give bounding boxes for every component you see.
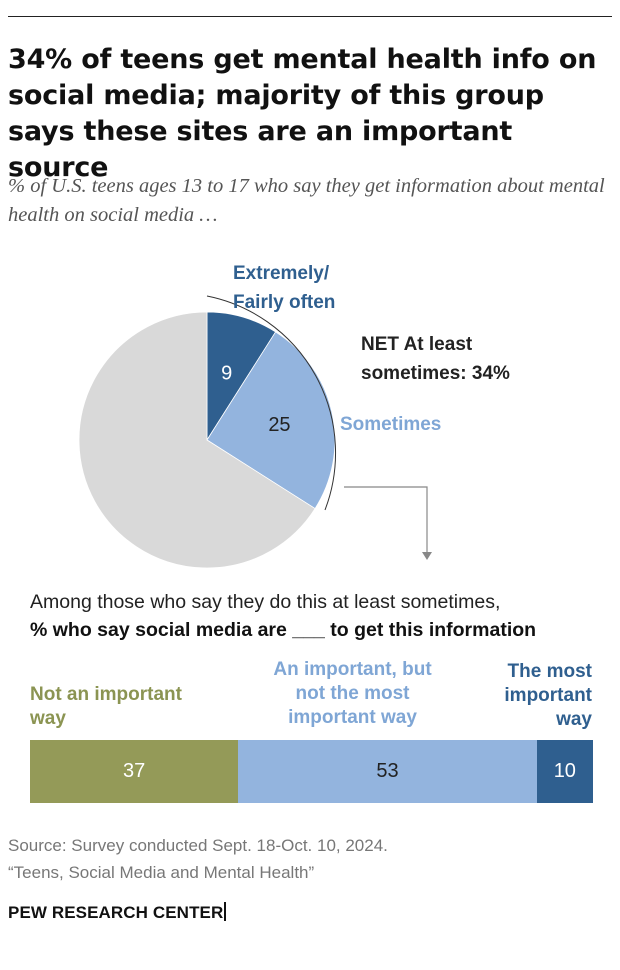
- bar-label-most-important-line2: important: [504, 685, 592, 706]
- label-extremely-line1: Extremely/: [233, 263, 330, 284]
- brand-text: PEW RESEARCH CENTER: [8, 903, 224, 922]
- pew-logo: PEW RESEARCH CENTER: [8, 902, 227, 923]
- arrow-connector: [344, 486, 428, 552]
- pie-slice-value-0: 9: [221, 362, 232, 384]
- bar-segment-1: 53: [238, 740, 537, 803]
- bar-label-not-important-line2: way: [30, 708, 66, 729]
- bar-segment-2: 10: [536, 740, 593, 803]
- label-net-at-least-sometimes: NET At least sometimes: 34%: [361, 330, 510, 388]
- chart-subtitle: % of U.S. teens ages 13 to 17 who say th…: [8, 175, 605, 226]
- bar-label-most-important-line3: way: [556, 709, 592, 730]
- top-rule: [8, 16, 612, 17]
- bar-label-important-line2: not the most: [295, 683, 410, 704]
- bar-label-most-important: The most important way: [504, 660, 592, 732]
- brand-cursor-mark: [224, 902, 227, 921]
- label-sometimes: Sometimes: [340, 414, 442, 435]
- bar-segment-value-0: 37: [123, 760, 146, 782]
- bar-segment-0: 37: [30, 740, 239, 803]
- bar-label-most-important-line1: The most: [507, 661, 592, 682]
- arrow-head: [422, 552, 432, 560]
- pie-slice-2: [78, 311, 316, 569]
- stacked-bar: 37 53 10: [30, 740, 593, 803]
- label-extremely-line2: Fairly often: [233, 292, 336, 313]
- bar-label-important-line3: important way: [288, 707, 417, 728]
- bar-label-important-line1: An important, but: [273, 659, 432, 680]
- bar-label-not-important: Not an important way: [30, 683, 182, 731]
- pie-slice-value-1: 25: [268, 414, 290, 436]
- label-net-line2: sometimes: 34%: [361, 363, 510, 384]
- label-extremely-fairly-often: Extremely/ Fairly often: [233, 259, 335, 317]
- bar-segment-value-2: 10: [553, 760, 576, 782]
- pie-slice-1: [206, 331, 336, 510]
- bar-label-important: An important, but not the most important…: [240, 658, 465, 730]
- bar-label-not-important-line1: Not an important: [30, 684, 182, 705]
- bar-intro-text: Among those who say they do this at leas…: [30, 591, 501, 613]
- bar-segment-value-1: 53: [376, 760, 399, 782]
- net-bracket-arc: [206, 295, 337, 511]
- report-title: “Teens, Social Media and Mental Health”: [8, 863, 315, 882]
- chart-title: 34% of teens get mental health info on s…: [8, 44, 597, 183]
- bar-question-text: % who say social media are ___ to get th…: [30, 619, 537, 641]
- pie-chart: 9 25: [78, 295, 432, 569]
- source-note: Source: Survey conducted Sept. 18-Oct. 1…: [8, 836, 388, 855]
- label-net-line1: NET At least: [361, 334, 473, 355]
